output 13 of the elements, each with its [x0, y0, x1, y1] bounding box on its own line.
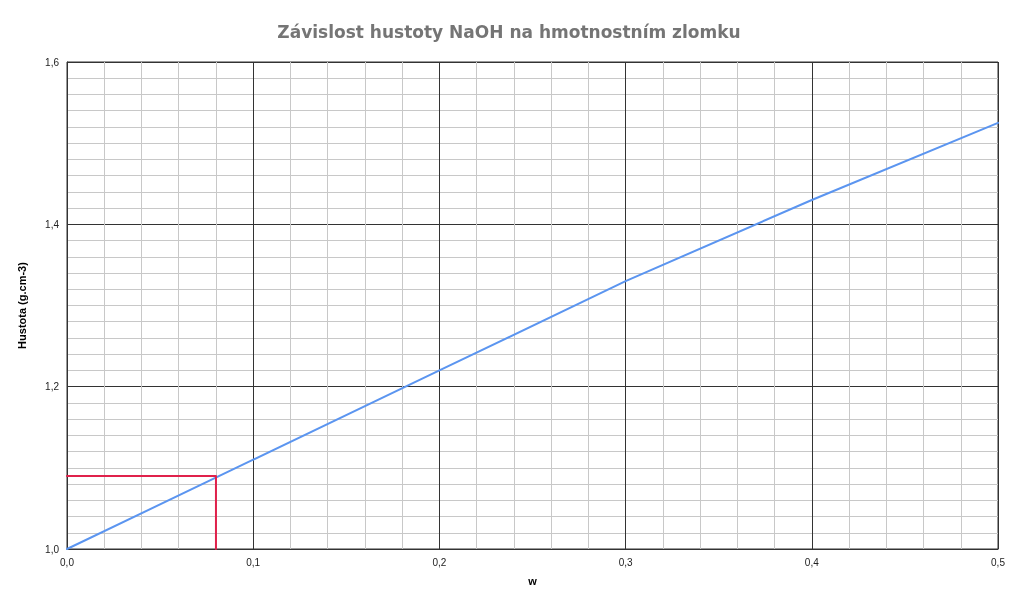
y-tick-label: 1,4: [45, 218, 60, 230]
y-tick-label: 1,2: [45, 381, 60, 393]
x-tick-label: 0,5: [991, 556, 1006, 568]
y-tick-label: 1,0: [45, 543, 60, 555]
x-axis-title: w: [527, 574, 538, 587]
x-tick-label: 0,0: [60, 556, 75, 568]
x-tick-label: 0,4: [804, 556, 820, 568]
y-tick-label: 1,6: [45, 56, 60, 68]
x-tick-label: 0,1: [246, 556, 261, 568]
y-axis-title: Hustota (g.cm-3): [15, 261, 28, 349]
chart-title: Závislost hustoty NaOH na hmotnostním zlomku: [277, 21, 741, 42]
x-tick-label: 0,2: [432, 556, 447, 568]
x-tick-label: 0,3: [618, 556, 633, 568]
